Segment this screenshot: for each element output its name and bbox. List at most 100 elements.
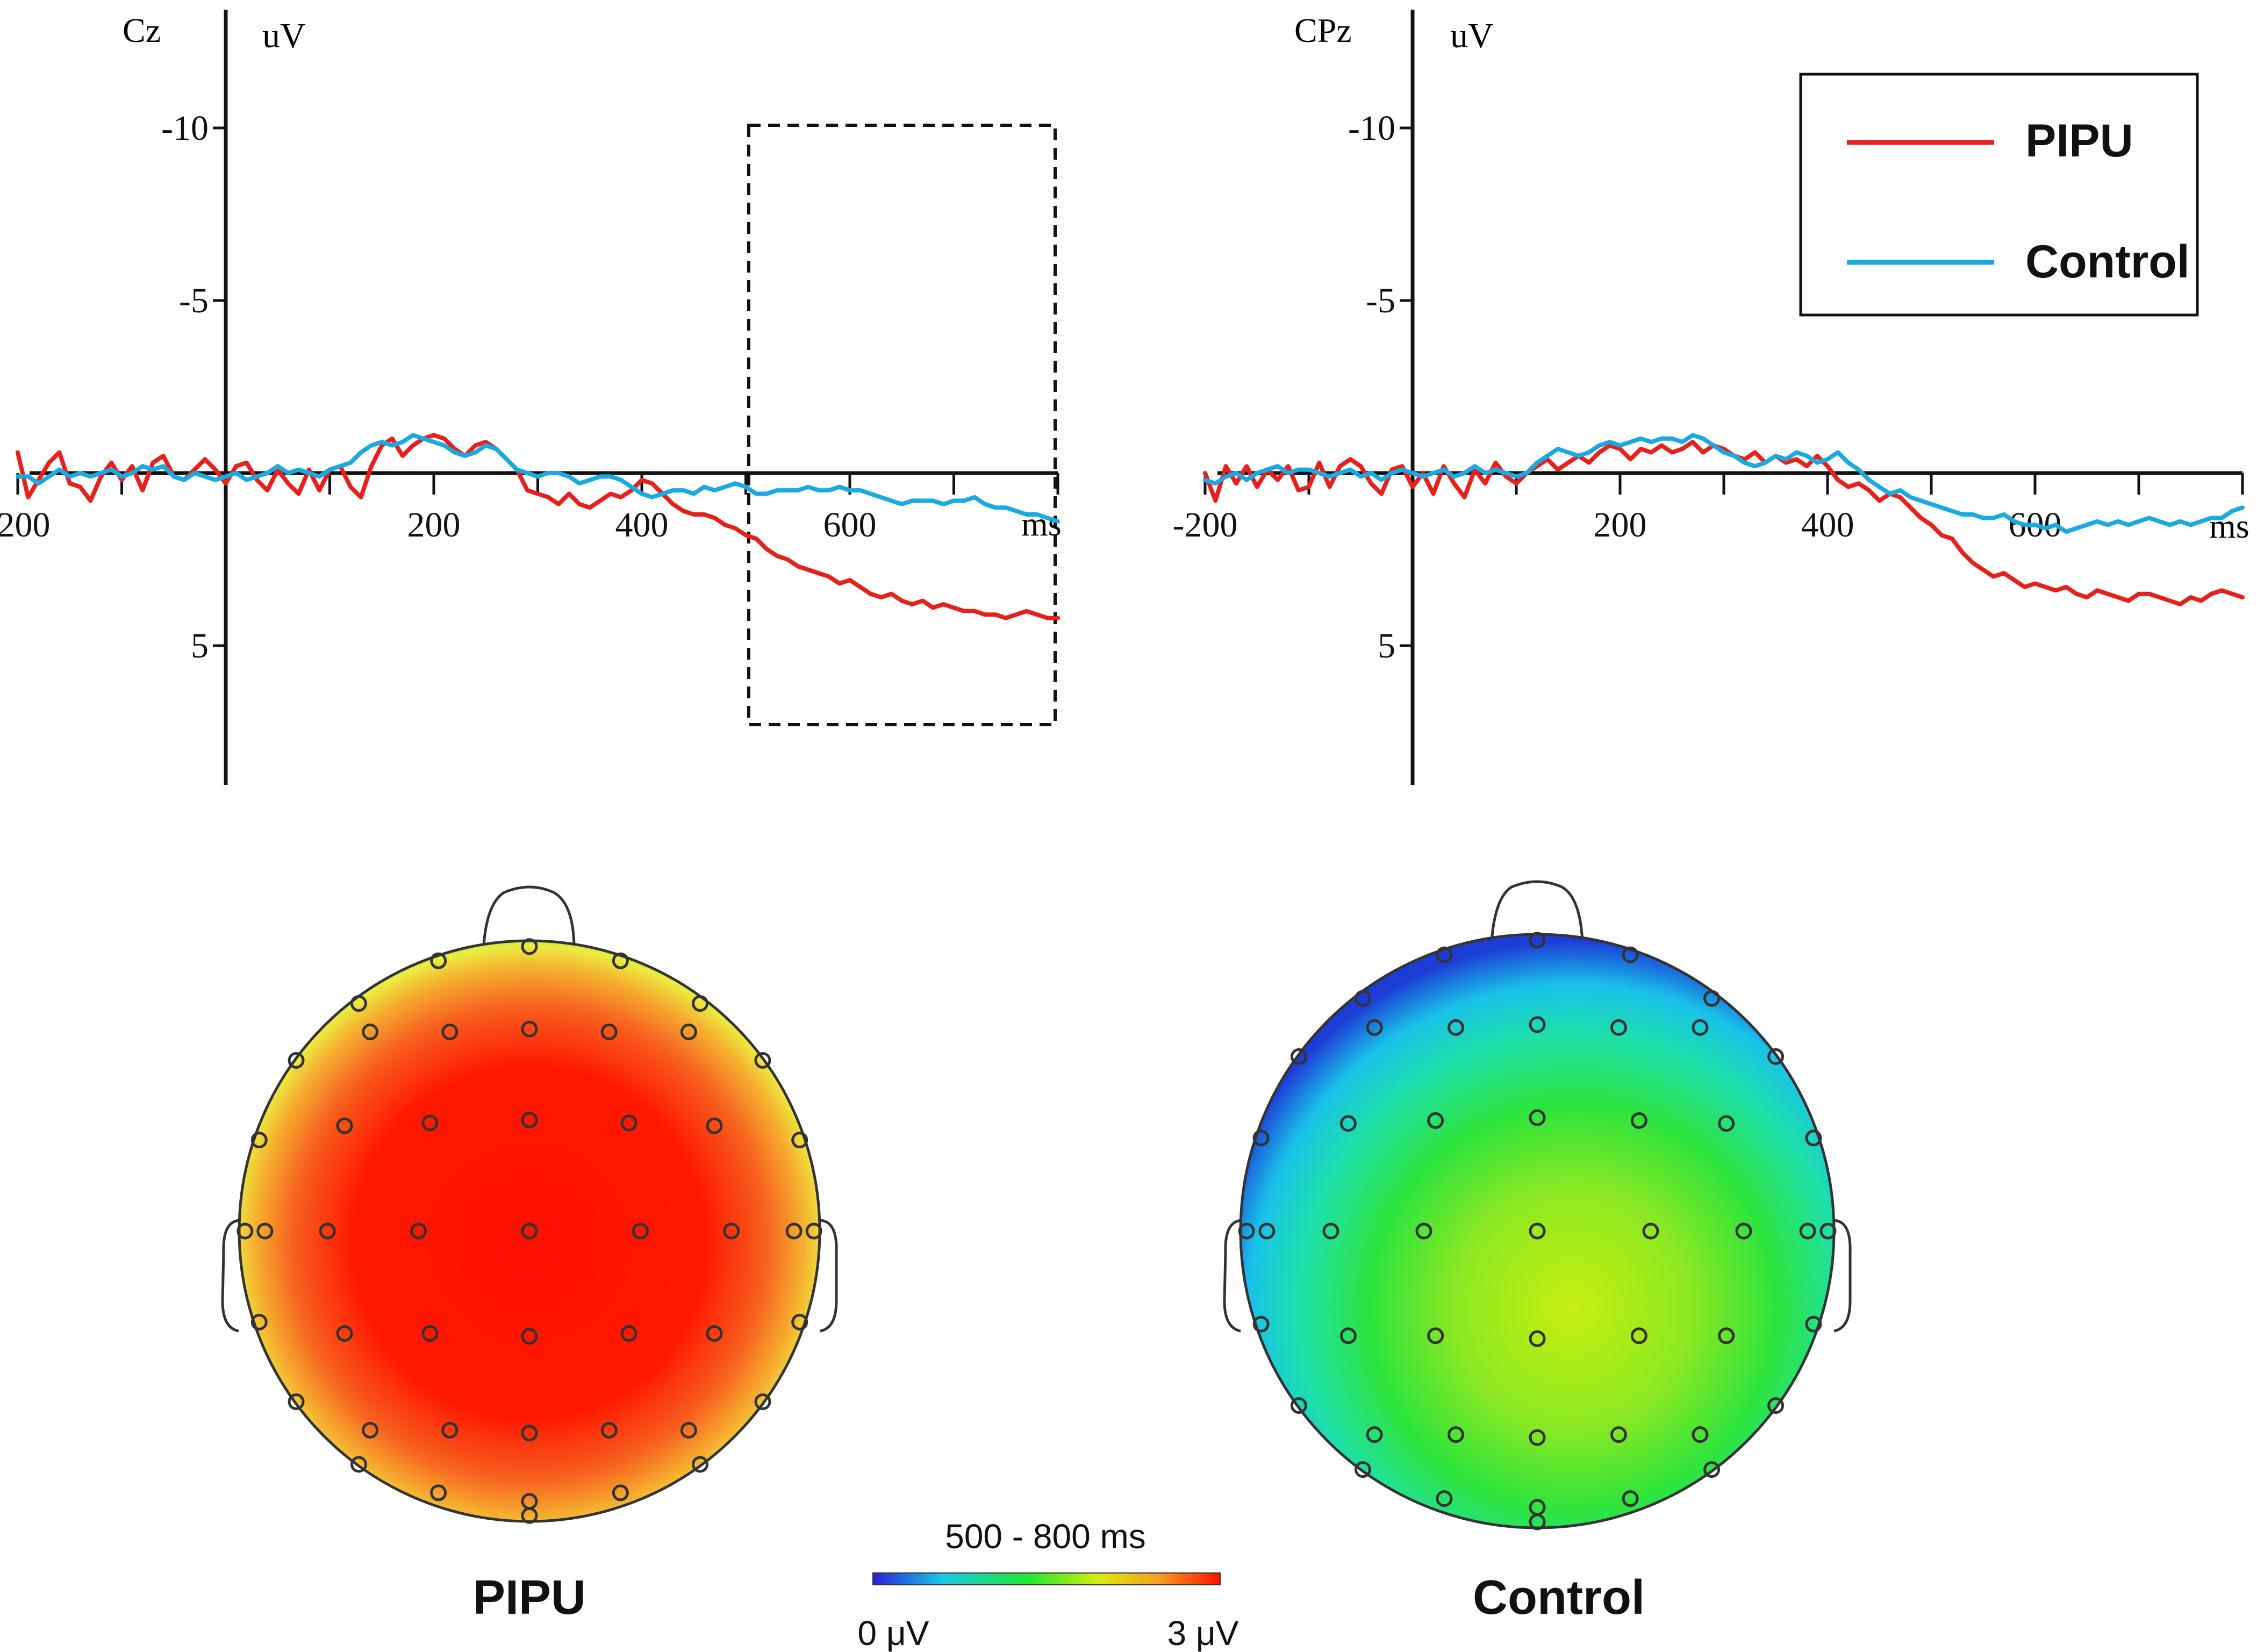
electrode-marker [692,1456,709,1473]
left-ear-outline [221,1219,241,1333]
colorbar-gradient [872,1572,1221,1585]
electrode-marker [1805,1315,1822,1333]
y-tick-label: -10 [1348,109,1395,148]
nose-outline [1490,880,1584,942]
electrode-marker [1415,1222,1432,1240]
electrode-markers [237,938,822,1524]
electrode-marker [521,1328,538,1345]
x-tick-label: 600 [823,505,877,545]
electrode-marker [1436,946,1453,963]
electrode-marker [1630,1112,1647,1129]
topomap-control: Control [1223,880,1852,1625]
y-tick-label: -10 [161,109,209,148]
electrode-marker [1366,1426,1383,1443]
x-tick-label: 400 [1801,505,1854,545]
erp-chart-cpz: CPz uV ms -200 200 400 600-10-55 [1173,10,2249,785]
electrode-marker [1448,1019,1465,1036]
electrode-marker [421,1114,439,1132]
y-tick-label: 5 [191,626,209,666]
electrode-marker [1427,1112,1444,1129]
electrode-marker [600,1024,618,1041]
electrode-markers [1238,932,1837,1531]
x-tick-label: 400 [615,505,669,545]
electrode-marker [1436,1490,1453,1507]
electrode-marker [1529,1330,1546,1347]
electrode-marker [430,952,447,969]
electrode-marker [1692,1019,1709,1036]
electrode-marker [1529,1429,1546,1446]
electrode-marker [1529,932,1546,949]
electrode-marker [521,1222,538,1240]
electrode-marker [1703,990,1721,1007]
electrode-marker [430,1484,447,1501]
electrode-marker [791,1132,808,1149]
electrode-marker [288,1052,305,1069]
electrode-marker [521,938,538,955]
colorbar-min-label: 0 μV [858,1614,929,1652]
electrode-marker [319,1222,336,1240]
electrode-marker [1805,1129,1822,1147]
electrode-marker [1735,1222,1752,1240]
y-unit-label-cpz: uV [1450,16,1494,55]
electrode-marker [1630,1327,1647,1345]
electrode-marker [620,1325,637,1342]
electrode-marker [421,1325,439,1342]
legend-box [1799,73,2199,317]
electrode-marker [362,1421,379,1439]
electrode-marker [1610,1019,1627,1036]
electrode-marker [754,1393,771,1411]
electrode-marker [1322,1222,1339,1240]
electrode-marker [1642,1222,1659,1240]
electrode-marker [521,1020,538,1038]
y-unit-label-cz: uV [262,16,306,55]
electrode-marker [1290,1397,1307,1414]
electrode-marker [1252,1315,1270,1333]
legend: PIPU Control [1799,73,2199,317]
electrode-marker [441,1024,458,1041]
electrode-marker [1703,1461,1721,1478]
electrode-marker [612,952,629,969]
electrode-marker [410,1222,427,1240]
electrode-marker [723,1222,740,1240]
electrode-marker [1366,1019,1383,1036]
scalp-disc [1239,933,1836,1529]
electrode-marker [1339,1327,1357,1345]
electrode-marker [1354,990,1371,1007]
series-line-pipu [16,433,1060,620]
y-tick-label: -5 [1366,281,1395,320]
electrode-marker [336,1117,353,1134]
scalp-disc [238,939,821,1523]
electrode-marker [1258,1222,1276,1240]
electrode-marker [1529,1513,1546,1531]
colorbar: 500 - 800 ms 0 μV 3 μV [858,1517,1239,1652]
electrode-marker [288,1393,305,1411]
electrode-marker [1799,1222,1816,1240]
electrode-marker [1767,1048,1785,1065]
electrode-label-cz: Cz [123,11,161,49]
electrode-marker [600,1421,618,1439]
electrode-marker [1819,1222,1837,1240]
electrode-marker [1354,1461,1371,1478]
legend-label-control: Control [2025,236,2190,288]
electrode-marker [521,1112,538,1129]
electrode-marker [250,1313,268,1331]
y-tick-label: 5 [1378,626,1395,666]
analysis-window-box [747,124,1057,726]
colorbar-title: 500 - 800 ms [945,1517,1146,1556]
electrode-marker [692,995,709,1012]
electrode-marker [350,1456,367,1473]
series-line-pipu [1203,440,2245,606]
electrode-marker [521,1425,538,1442]
x-tick-label: 200 [407,505,461,545]
y-tick-label: -5 [179,281,209,320]
electrode-marker [1529,1109,1546,1126]
left-ear-outline [1223,1219,1243,1333]
electrode-marker [1238,1222,1255,1240]
x-tick-label: 200 [1594,505,1647,545]
topomap-pipu: PIPU [221,885,838,1625]
electrode-marker [805,1222,822,1240]
electrode-label-cpz: CPz [1294,11,1352,49]
electrode-marker [237,1222,254,1240]
x-tick-label: -200 [0,505,50,545]
electrode-marker [1290,1048,1307,1065]
